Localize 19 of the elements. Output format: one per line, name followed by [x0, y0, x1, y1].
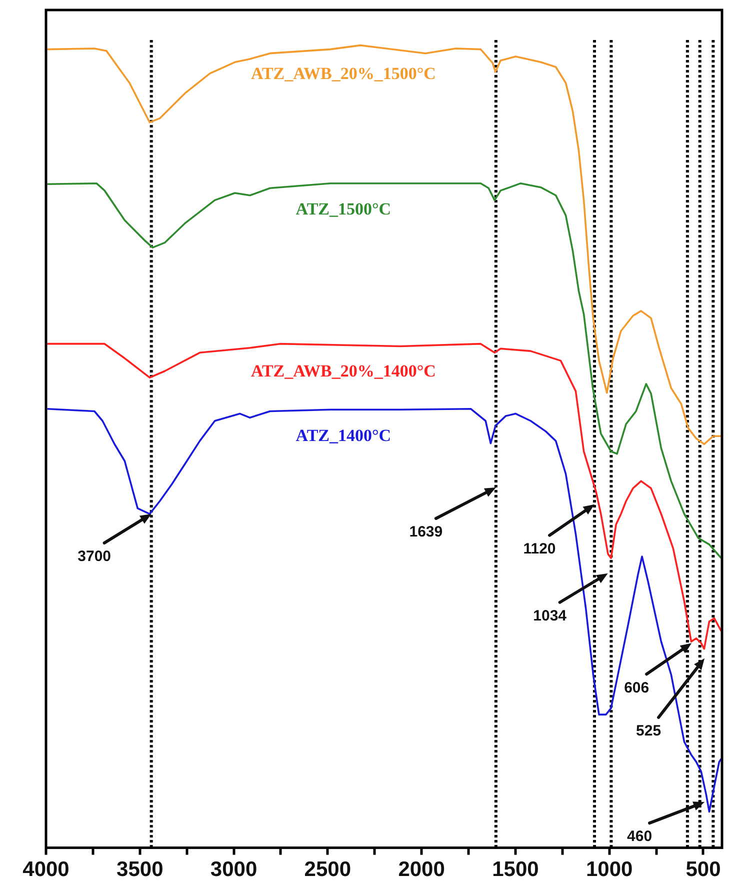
annotation: 3700	[78, 548, 112, 566]
annotation: 460	[627, 828, 652, 846]
series-label: ATZ_AWB_20%_1500°C	[250, 64, 436, 83]
series-label: ATZ_1500°C	[296, 200, 392, 219]
x-tick-label: 4000	[22, 858, 70, 882]
annotation: 606	[624, 679, 650, 696]
annotation: 525	[636, 722, 662, 740]
x-tick-label: 2500	[304, 858, 352, 882]
annotation: 1639	[409, 524, 443, 541]
series-label: ATZ_1400°C	[296, 426, 392, 446]
x-tick-label: 1000	[586, 858, 633, 882]
x-tick-label: 3500	[116, 858, 164, 882]
x-tick-label: 3000	[210, 858, 258, 882]
series-label: ATZ_AWB_20%_1400°C	[250, 361, 436, 380]
annotation: 1034	[533, 607, 568, 624]
x-tick-label: 1500	[492, 858, 539, 882]
x-tick-label: 2000	[398, 858, 445, 882]
annotation: 1120	[523, 540, 556, 558]
x-tick-label: 500	[686, 858, 721, 882]
